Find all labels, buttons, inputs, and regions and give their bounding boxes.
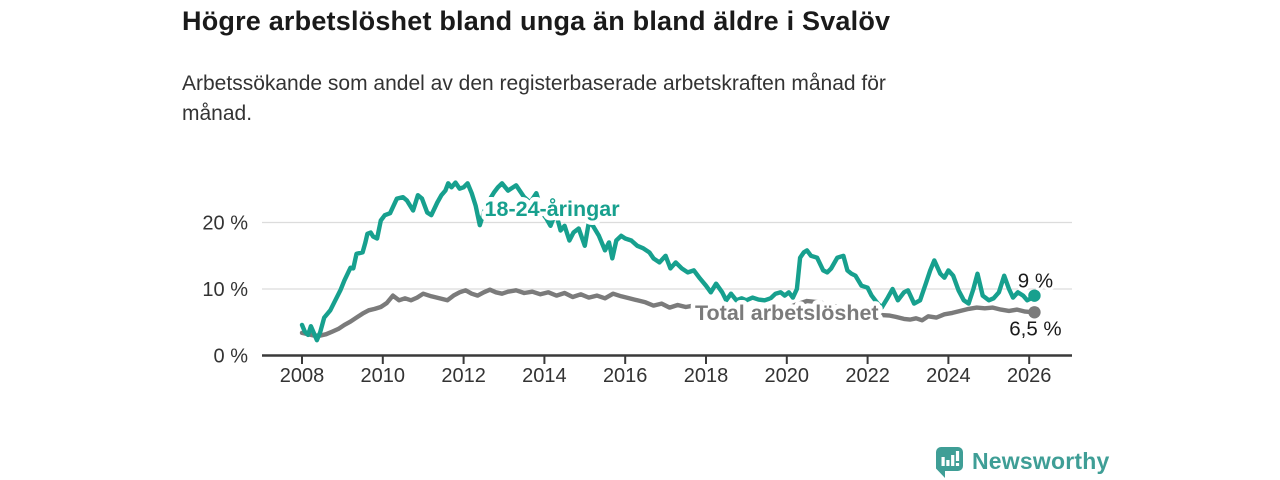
x-axis-tick-label-2010: 2010 xyxy=(361,365,406,387)
newsworthy-brand-text: Newsworthy xyxy=(972,447,1110,474)
series-end-dot-0 xyxy=(1028,306,1041,319)
x-axis-tick-label-2020: 2020 xyxy=(765,365,810,387)
chart-title: Högre arbetslöshet bland unga än bland ä… xyxy=(182,6,891,36)
logo-bar-2 xyxy=(946,460,950,466)
series-end-label-0: 6,5 % xyxy=(1009,317,1061,340)
x-axis-tick-label-2014: 2014 xyxy=(522,365,567,387)
y-axis-label-20: 20 % xyxy=(202,213,248,235)
x-axis-tick-label-2012: 2012 xyxy=(441,365,486,387)
series-end-label-1: 9 % xyxy=(1018,270,1053,293)
y-axis-label-0: 0 % xyxy=(214,346,249,368)
series-line-1 xyxy=(299,180,1037,343)
x-axis-tick-label-2008: 2008 xyxy=(280,365,325,387)
chart-subtitle: Arbetssökande som andel av den registerb… xyxy=(182,69,1082,129)
header: Högre arbetslöshet bland unga än bland ä… xyxy=(182,6,1082,129)
chart-subtitle-line-1: Arbetssökande som andel av den registerb… xyxy=(182,72,886,95)
series-label-1: 18-24-åringar xyxy=(485,197,621,221)
bar-chart-speech-bubble-icon xyxy=(936,447,963,478)
logo-bar-3 xyxy=(951,455,955,466)
logo-exclamation-dot xyxy=(955,463,960,466)
x-axis-tick-label-2024: 2024 xyxy=(926,365,971,387)
series-label-0: Total arbetslöshet xyxy=(695,301,879,325)
chart-subtitle-line-2: månad. xyxy=(182,102,253,125)
series-end-dot-1 xyxy=(1028,289,1041,302)
logo-exclamation-bar xyxy=(955,451,960,461)
x-axis-tick-label-2016: 2016 xyxy=(603,365,648,387)
x-axis-tick-label-2026: 2026 xyxy=(1007,365,1052,387)
x-axis-tick-label-2018: 2018 xyxy=(684,365,729,387)
x-axis-tick-label-2022: 2022 xyxy=(845,365,890,387)
logo-bar-1 xyxy=(941,457,945,466)
series-line-0 xyxy=(299,287,1037,338)
newsworthy-logo: Newsworthy xyxy=(934,443,1109,479)
y-axis-label-10: 10 % xyxy=(202,279,248,301)
